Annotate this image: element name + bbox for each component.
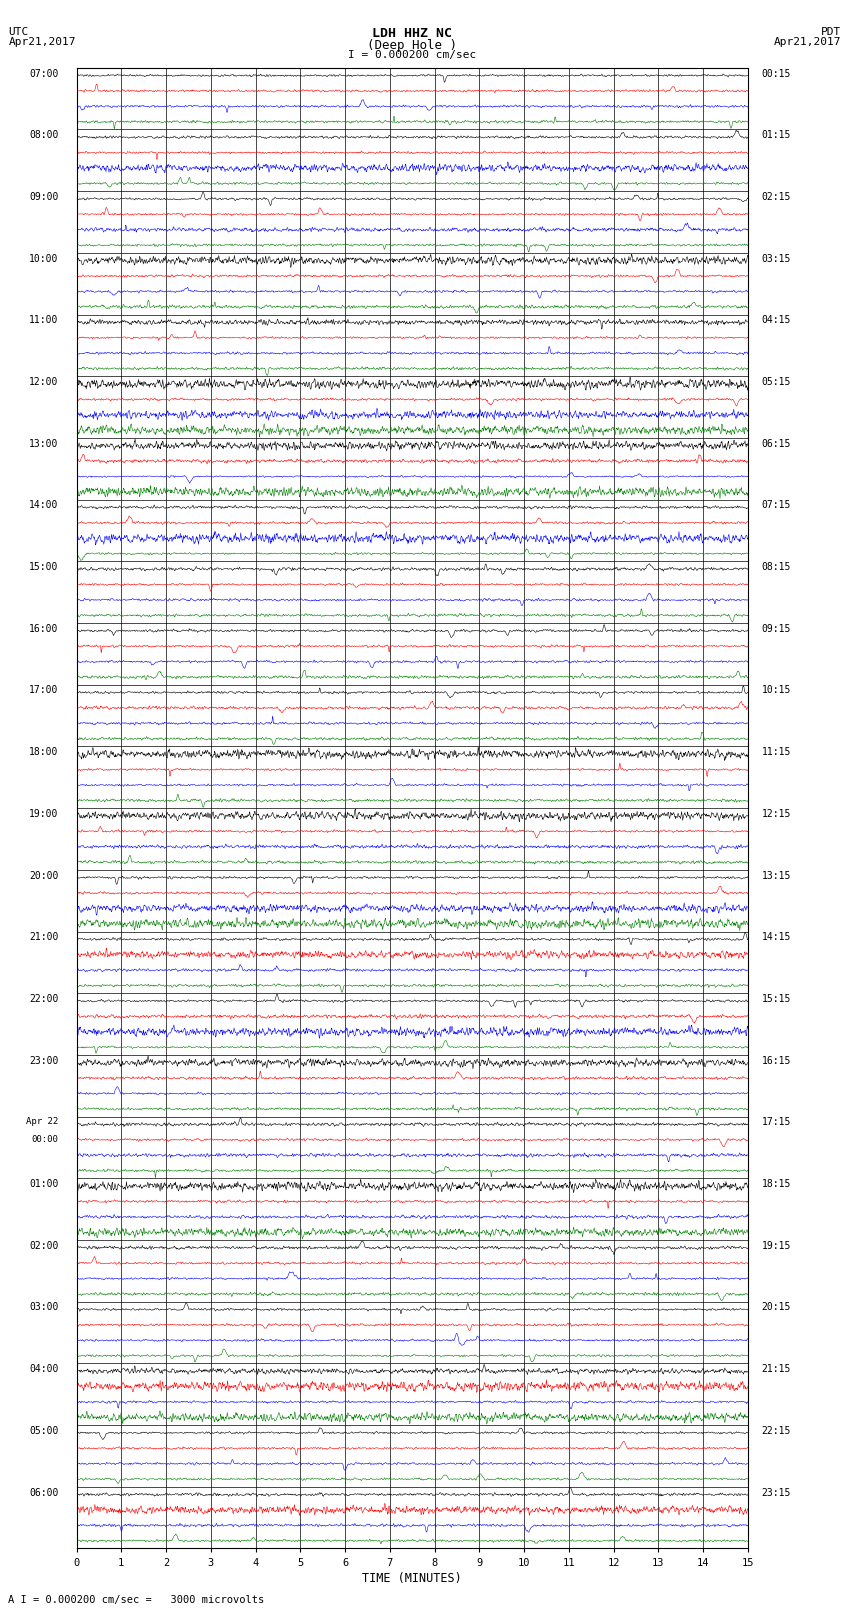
Text: 22:15: 22:15	[762, 1426, 790, 1436]
Text: 13:00: 13:00	[29, 439, 59, 448]
Text: 10:00: 10:00	[29, 253, 59, 263]
Text: 15:15: 15:15	[762, 994, 790, 1003]
Text: 09:00: 09:00	[29, 192, 59, 202]
Text: 00:00: 00:00	[31, 1136, 59, 1144]
Text: UTC: UTC	[8, 27, 29, 37]
Text: 11:15: 11:15	[762, 747, 790, 756]
Text: 23:15: 23:15	[762, 1487, 790, 1497]
X-axis label: TIME (MINUTES): TIME (MINUTES)	[362, 1571, 462, 1584]
Text: 09:15: 09:15	[762, 624, 790, 634]
Text: 19:15: 19:15	[762, 1240, 790, 1250]
Text: 18:15: 18:15	[762, 1179, 790, 1189]
Text: 19:00: 19:00	[29, 808, 59, 819]
Text: 16:00: 16:00	[29, 624, 59, 634]
Text: 23:00: 23:00	[29, 1055, 59, 1066]
Text: 05:00: 05:00	[29, 1426, 59, 1436]
Text: 06:00: 06:00	[29, 1487, 59, 1497]
Text: 02:00: 02:00	[29, 1240, 59, 1250]
Text: I = 0.000200 cm/sec: I = 0.000200 cm/sec	[348, 50, 476, 60]
Text: 20:15: 20:15	[762, 1302, 790, 1313]
Text: 10:15: 10:15	[762, 686, 790, 695]
Text: 01:00: 01:00	[29, 1179, 59, 1189]
Text: PDT: PDT	[821, 27, 842, 37]
Text: 08:15: 08:15	[762, 561, 790, 573]
Text: A I = 0.000200 cm/sec =   3000 microvolts: A I = 0.000200 cm/sec = 3000 microvolts	[8, 1595, 264, 1605]
Text: 03:00: 03:00	[29, 1302, 59, 1313]
Text: 07:00: 07:00	[29, 68, 59, 79]
Text: 15:00: 15:00	[29, 561, 59, 573]
Text: (Deep Hole ): (Deep Hole )	[367, 39, 457, 52]
Text: 14:00: 14:00	[29, 500, 59, 510]
Text: 08:00: 08:00	[29, 131, 59, 140]
Text: 04:15: 04:15	[762, 315, 790, 326]
Text: 12:00: 12:00	[29, 377, 59, 387]
Text: Apr21,2017: Apr21,2017	[8, 37, 76, 47]
Text: 22:00: 22:00	[29, 994, 59, 1003]
Text: 04:00: 04:00	[29, 1365, 59, 1374]
Text: 16:15: 16:15	[762, 1055, 790, 1066]
Text: 00:15: 00:15	[762, 68, 790, 79]
Text: 17:15: 17:15	[762, 1118, 790, 1127]
Text: 17:00: 17:00	[29, 686, 59, 695]
Text: 07:15: 07:15	[762, 500, 790, 510]
Text: 20:00: 20:00	[29, 871, 59, 881]
Text: 06:15: 06:15	[762, 439, 790, 448]
Text: 14:15: 14:15	[762, 932, 790, 942]
Text: 01:15: 01:15	[762, 131, 790, 140]
Text: 02:15: 02:15	[762, 192, 790, 202]
Text: 21:00: 21:00	[29, 932, 59, 942]
Text: Apr 22: Apr 22	[26, 1118, 59, 1126]
Text: 12:15: 12:15	[762, 808, 790, 819]
Text: LDH HHZ NC: LDH HHZ NC	[372, 27, 452, 40]
Text: 11:00: 11:00	[29, 315, 59, 326]
Text: 18:00: 18:00	[29, 747, 59, 756]
Text: Apr21,2017: Apr21,2017	[774, 37, 842, 47]
Text: 13:15: 13:15	[762, 871, 790, 881]
Text: 03:15: 03:15	[762, 253, 790, 263]
Text: 05:15: 05:15	[762, 377, 790, 387]
Text: 21:15: 21:15	[762, 1365, 790, 1374]
